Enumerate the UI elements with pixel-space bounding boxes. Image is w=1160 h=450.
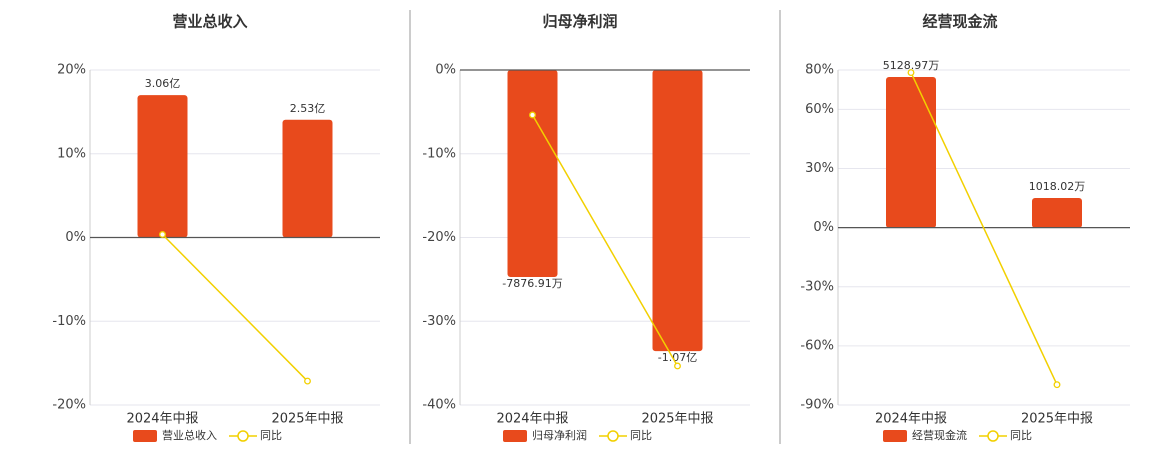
- legend-label: 归母净利润: [532, 428, 587, 442]
- y-tick-label: -60%: [800, 338, 834, 353]
- y-tick-label: 10%: [57, 146, 86, 161]
- bar: [886, 77, 936, 229]
- y-tick-label: -30%: [800, 279, 834, 294]
- legend-swatch: [133, 430, 157, 442]
- y-tick-label: -90%: [800, 398, 834, 413]
- legend-label: 同比: [260, 429, 282, 442]
- bar: [652, 70, 703, 352]
- line: [910, 72, 1058, 386]
- y-tick-label: 0%: [813, 220, 834, 235]
- line: [161, 233, 309, 382]
- bar: [282, 119, 333, 238]
- data-label: -7876.91万: [502, 277, 562, 290]
- data-label: 5128.97万: [883, 59, 940, 72]
- line-point: [674, 362, 681, 370]
- x-tick-label: 2024年中报: [875, 412, 947, 427]
- line-point: [304, 377, 311, 385]
- y-tick-label: 60%: [805, 102, 834, 117]
- y-tick-label: -40%: [422, 398, 456, 413]
- x-tick-label: 2025年中报: [1021, 412, 1093, 427]
- legend-label: 同比: [630, 429, 652, 442]
- y-tick-label: -30%: [422, 314, 456, 329]
- y-tick-label: 0%: [435, 63, 456, 78]
- legend-label: 经营现金流: [912, 428, 967, 442]
- x-tick-label: 2025年中报: [271, 412, 343, 427]
- data-label: 3.06亿: [145, 77, 181, 90]
- bar: [1032, 198, 1082, 229]
- line: [531, 114, 679, 367]
- x-tick-label: 2025年中报: [641, 412, 713, 427]
- y-tick-label: -10%: [422, 146, 456, 161]
- y-tick-label: 20%: [57, 63, 86, 78]
- bar: [507, 70, 558, 277]
- y-tick-label: -20%: [422, 230, 456, 245]
- data-label: -1.07亿: [658, 351, 697, 364]
- legend-label: 同比: [1010, 429, 1032, 442]
- line-point: [1053, 381, 1061, 389]
- bar: [137, 95, 188, 238]
- line-point: [159, 231, 166, 238]
- line-point: [907, 69, 915, 77]
- y-tick-label: -20%: [52, 398, 86, 413]
- legend-label: 营业总收入: [162, 428, 217, 442]
- legend-swatch: [607, 430, 619, 442]
- y-tick-label: 80%: [805, 63, 834, 78]
- data-label: 1018.02万: [1029, 180, 1086, 193]
- data-label: 2.53亿: [290, 102, 326, 115]
- legend-swatch: [883, 430, 907, 442]
- y-tick-label: 0%: [65, 230, 86, 245]
- legend-swatch: [503, 430, 527, 442]
- legend-swatch: [987, 430, 999, 442]
- line-point: [529, 111, 536, 119]
- x-tick-label: 2024年中报: [126, 412, 198, 427]
- legend-swatch: [237, 430, 249, 442]
- y-tick-label: -10%: [52, 314, 86, 329]
- chart-title: 营业总收入: [172, 13, 247, 31]
- chart-title: 经营现金流: [922, 13, 997, 31]
- chart-title: 归母净利润: [542, 13, 617, 31]
- x-tick-label: 2024年中报: [496, 412, 568, 427]
- y-tick-label: 30%: [805, 161, 834, 176]
